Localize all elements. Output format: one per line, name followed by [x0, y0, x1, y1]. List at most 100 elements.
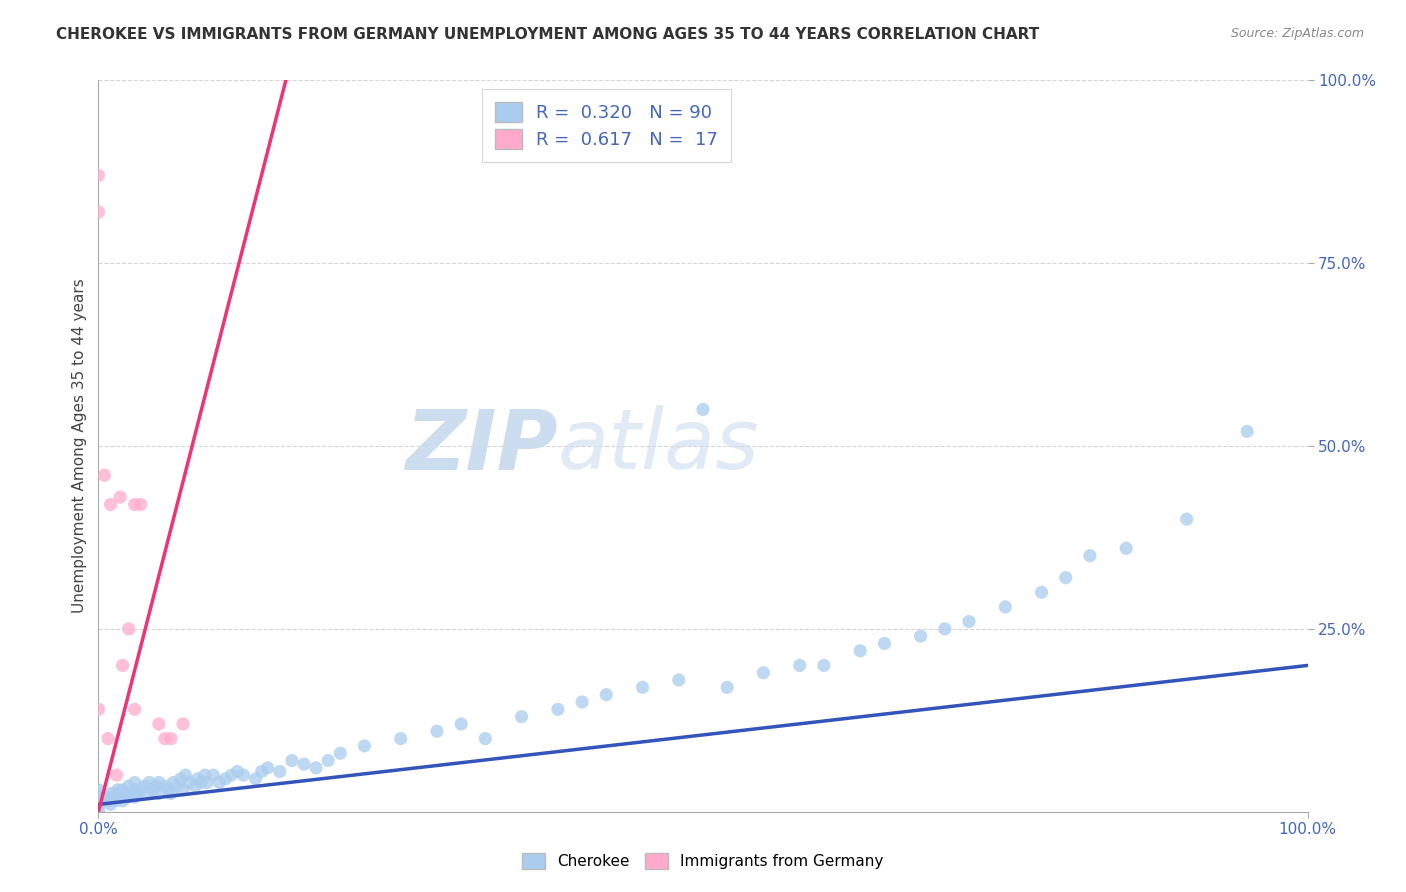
Point	[166, 779, 188, 793]
Point	[305, 761, 328, 775]
Point	[124, 775, 146, 789]
Point	[138, 775, 160, 789]
Legend: Cherokee, Immigrants from Germany: Cherokee, Immigrants from Germany	[516, 847, 890, 875]
Point	[1078, 549, 1101, 563]
Y-axis label: Unemployment Among Ages 35 to 44 years: Unemployment Among Ages 35 to 44 years	[72, 278, 87, 614]
Point	[245, 772, 267, 786]
Point	[153, 779, 176, 793]
Point	[194, 768, 217, 782]
Point	[124, 790, 146, 805]
Point	[873, 636, 896, 650]
Point	[162, 775, 184, 789]
Point	[202, 768, 225, 782]
Point	[1115, 541, 1137, 556]
Point	[250, 764, 273, 779]
Point	[124, 498, 146, 512]
Point	[595, 688, 617, 702]
Point	[114, 787, 136, 801]
Point	[121, 787, 143, 801]
Point	[934, 622, 956, 636]
Point	[118, 790, 141, 805]
Point	[1236, 425, 1258, 439]
Point	[108, 790, 131, 805]
Point	[87, 169, 110, 183]
Point	[172, 782, 194, 797]
Point	[232, 768, 254, 782]
Point	[160, 731, 183, 746]
Point	[118, 779, 141, 793]
Point	[226, 764, 249, 779]
Point	[97, 794, 120, 808]
Point	[87, 801, 110, 815]
Point	[97, 731, 120, 746]
Text: Source: ZipAtlas.com: Source: ZipAtlas.com	[1230, 27, 1364, 40]
Point	[145, 779, 167, 793]
Point	[127, 787, 149, 801]
Point	[353, 739, 375, 753]
Point	[692, 402, 714, 417]
Point	[813, 658, 835, 673]
Point	[716, 681, 738, 695]
Point	[100, 797, 122, 812]
Point	[148, 787, 170, 801]
Point	[100, 787, 122, 801]
Point	[87, 782, 110, 797]
Point	[450, 717, 472, 731]
Point	[292, 757, 315, 772]
Point	[668, 673, 690, 687]
Text: CHEROKEE VS IMMIGRANTS FROM GERMANY UNEMPLOYMENT AMONG AGES 35 TO 44 YEARS CORRE: CHEROKEE VS IMMIGRANTS FROM GERMANY UNEM…	[56, 27, 1039, 42]
Point	[105, 787, 128, 801]
Point	[111, 782, 134, 797]
Point	[174, 768, 197, 782]
Point	[281, 754, 304, 768]
Point	[172, 717, 194, 731]
Point	[849, 644, 872, 658]
Point	[510, 709, 533, 723]
Point	[87, 702, 110, 716]
Point	[184, 779, 207, 793]
Point	[93, 790, 115, 805]
Point	[101, 790, 124, 805]
Point	[142, 782, 165, 797]
Point	[631, 681, 654, 695]
Point	[169, 772, 191, 786]
Point	[994, 599, 1017, 614]
Point	[547, 702, 569, 716]
Point	[135, 787, 157, 801]
Point	[179, 775, 201, 789]
Point	[111, 794, 134, 808]
Point	[87, 805, 110, 819]
Point	[87, 790, 110, 805]
Point	[187, 772, 209, 786]
Point	[87, 794, 110, 808]
Text: atlas: atlas	[558, 406, 759, 486]
Point	[124, 702, 146, 716]
Point	[148, 775, 170, 789]
Point	[118, 622, 141, 636]
Point	[316, 754, 339, 768]
Point	[256, 761, 278, 775]
Point	[111, 658, 134, 673]
Point	[157, 782, 180, 797]
Point	[1054, 571, 1077, 585]
Point	[100, 498, 122, 512]
Point	[105, 768, 128, 782]
Point	[1031, 585, 1053, 599]
Point	[426, 724, 449, 739]
Point	[107, 782, 129, 797]
Point	[389, 731, 412, 746]
Point	[190, 775, 212, 789]
Text: ZIP: ZIP	[405, 406, 558, 486]
Point	[474, 731, 496, 746]
Point	[208, 775, 231, 789]
Point	[214, 772, 236, 786]
Point	[124, 782, 146, 797]
Point	[87, 205, 110, 219]
Point	[108, 490, 131, 504]
Point	[153, 731, 176, 746]
Point	[195, 775, 218, 789]
Point	[269, 764, 291, 779]
Point	[148, 717, 170, 731]
Point	[221, 768, 243, 782]
Point	[957, 615, 980, 629]
